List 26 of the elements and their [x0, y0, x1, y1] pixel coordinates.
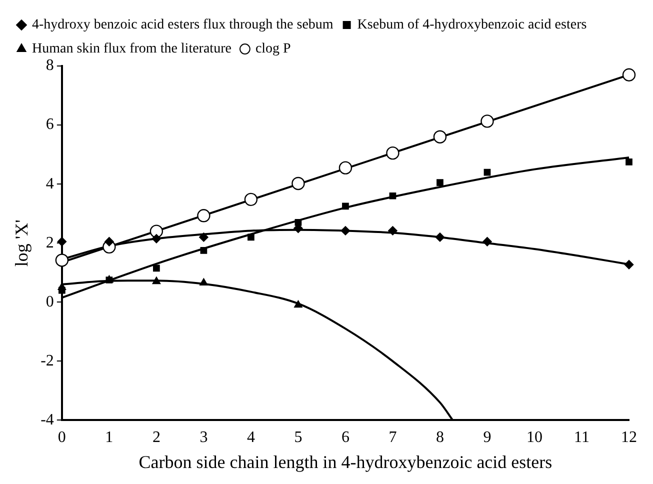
- y-tick-label: 4: [46, 175, 54, 192]
- y-tick-label: -2: [40, 352, 54, 370]
- x-tick-label: 4: [246, 429, 255, 446]
- x-tick-label: 6: [341, 429, 350, 446]
- legend-label: clog P: [255, 42, 292, 57]
- x-tick-label: 0: [58, 429, 66, 446]
- legend-label: Human skin flux from the literature: [32, 42, 232, 57]
- y-tick-label: 6: [46, 116, 54, 134]
- x-axis-title: Carbon side chain length in 4-hydroxybenzoic acid esters: [138, 452, 552, 472]
- x-tick-label: 8: [436, 429, 444, 446]
- x-tick-label: 5: [294, 429, 302, 446]
- x-tick-label: 12: [621, 429, 637, 446]
- legend-label: 4-hydroxy benzoic acid esters flux through the sebum: [32, 18, 334, 33]
- x-tick-label: 9: [483, 429, 492, 446]
- x-tick-label: 3: [200, 429, 208, 446]
- y-tick-label: 8: [46, 57, 54, 74]
- x-tick-label: 11: [574, 429, 590, 446]
- x-tick-label: 7: [388, 429, 397, 446]
- y-tick-label: -4: [40, 411, 54, 428]
- x-tick-label: 10: [526, 429, 542, 446]
- legend-label: Ksebum of 4-hydroxybenzoic acid esters: [357, 18, 587, 33]
- y-tick-label: 0: [46, 293, 54, 310]
- y-axis-title: log 'X': [12, 220, 32, 267]
- x-tick-label: 1: [105, 429, 114, 446]
- y-tick-label: 2: [46, 234, 54, 252]
- x-tick-label: 2: [152, 429, 160, 446]
